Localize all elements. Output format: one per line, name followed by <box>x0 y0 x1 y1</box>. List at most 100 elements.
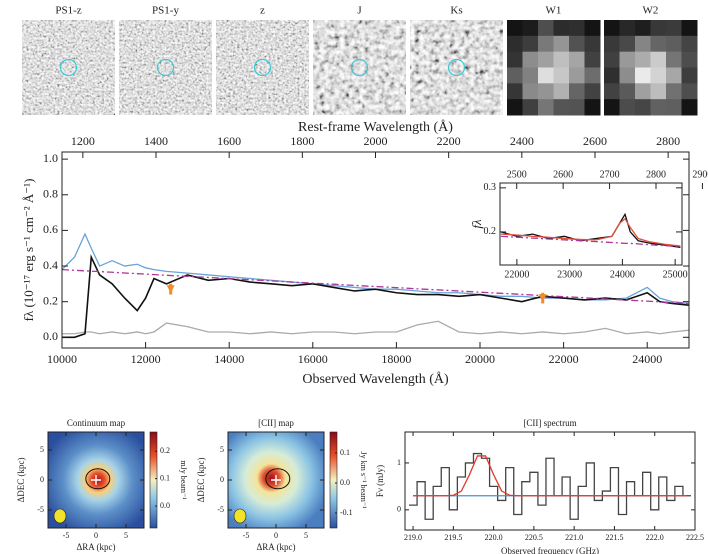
figure: PS1-zPS1-yzJKsW1W21000012000140001600018… <box>0 0 708 554</box>
cutout-pixel <box>620 83 636 99</box>
cutout-pixel <box>635 68 651 84</box>
cutout-pixel <box>507 68 523 84</box>
x-tick-label: 22000 <box>504 269 529 280</box>
x-axis-label: Observed Wavelength (Å) <box>302 371 449 387</box>
x2-tick-label: 2800 <box>646 169 666 180</box>
y-tick-label: -5 <box>37 505 44 514</box>
x-axis-label: ΔRA (kpc) <box>256 542 295 552</box>
colorbar-tick-label: 0.0 <box>160 501 170 510</box>
x-tick-label: 222.0 <box>646 533 664 542</box>
panel: -0.10.00.1Jy km s⁻¹ beam⁻¹-505-505ΔRA (k… <box>196 418 368 552</box>
x2-tick-label: 2600 <box>553 169 573 180</box>
cutout-pixel <box>651 83 667 99</box>
cutout-pixel <box>554 68 570 84</box>
y-tick-label: 0.8 <box>43 187 58 201</box>
cutout-label: PS1-z <box>55 5 81 17</box>
cutout-pixel <box>585 52 601 68</box>
y-axis-label: Fν (mJy) <box>375 465 385 497</box>
x-tick-label: 221.0 <box>565 533 583 542</box>
cutout-pixel <box>651 68 667 84</box>
y-axis-label: fλ <box>469 219 484 229</box>
x-tick-label: 219.5 <box>444 533 462 542</box>
cutout-pixel <box>604 83 620 99</box>
cutout-pixel <box>666 99 682 115</box>
x2-tick-label: 1800 <box>290 134 314 148</box>
beam <box>54 509 66 523</box>
y-tick-label: 0.4 <box>43 258 58 272</box>
x-tick-label: 12000 <box>131 352 161 366</box>
step-line <box>409 454 691 520</box>
cutout-image <box>216 20 309 115</box>
y-tick-label: 0.0 <box>43 329 58 343</box>
cutout-label: W2 <box>643 5 659 17</box>
y-tick-label: 0.2 <box>484 226 497 237</box>
y-tick-label: 0.6 <box>43 222 58 236</box>
colorbar-label: Jy km s⁻¹ beam⁻¹ <box>359 451 368 509</box>
x2-axis-label: Rest-frame Wavelength (Å) <box>298 119 453 135</box>
cutout-pixel <box>523 99 539 115</box>
cutout-pixel <box>554 20 570 36</box>
panel-title: [CII] map <box>258 418 294 428</box>
panel-title: Continuum map <box>67 418 126 428</box>
cutout-pixel <box>554 83 570 99</box>
cutout-pixel <box>620 36 636 52</box>
y-tick-label: 5 <box>220 445 224 454</box>
cutout-pixel <box>620 20 636 36</box>
x2-tick-label: 2800 <box>656 134 680 148</box>
cutout-pixel <box>538 68 554 84</box>
data-line <box>413 456 687 496</box>
cutout-image <box>313 20 406 115</box>
cutout-pixel <box>523 20 539 36</box>
x-tick-label: 222.5 <box>686 533 704 542</box>
colorbar-tick-label: 0.2 <box>160 446 170 455</box>
cutout-pixel <box>507 52 523 68</box>
x-tick-label: 0 <box>274 531 278 540</box>
colorbar-label: mJy beam⁻¹ <box>179 460 188 500</box>
y-tick-label: 0 <box>40 475 44 484</box>
cutout-pixel <box>682 68 698 84</box>
cutout-pixel <box>682 36 698 52</box>
x-axis-label: Observed frequency (GHz) <box>501 546 599 554</box>
cutout-pixel <box>585 68 601 84</box>
cutout-pixel <box>507 83 523 99</box>
x2-tick-label: 2700 <box>600 169 620 180</box>
x-axis-label: ΔRA (kpc) <box>76 542 115 552</box>
cutout-pixel <box>666 36 682 52</box>
cutout-pixel <box>620 99 636 115</box>
y-tick-label: 0 <box>397 505 401 514</box>
y-tick-label: 0.3 <box>484 182 497 193</box>
cutout-pixel <box>635 36 651 52</box>
x-tick-label: 24000 <box>610 269 635 280</box>
x-tick-label: 25000 <box>663 269 688 280</box>
y-tick-label: -5 <box>217 505 224 514</box>
colorbar-tick-label: 0.0 <box>340 478 350 487</box>
x-tick-label: 14000 <box>214 352 244 366</box>
photometry-point <box>167 285 175 293</box>
cutout-pixel <box>604 99 620 115</box>
cutout-pixel <box>635 99 651 115</box>
cutout-pixel <box>507 20 523 36</box>
cutout-image <box>119 20 212 115</box>
cutout-label: W1 <box>546 5 562 17</box>
x-tick-label: 18000 <box>381 352 411 366</box>
x-tick-label: 0 <box>94 531 98 540</box>
cutout-pixel <box>666 20 682 36</box>
cutout-pixel <box>538 20 554 36</box>
cutout-pixel <box>666 52 682 68</box>
colorbar <box>150 432 157 528</box>
x2-tick-label: 1400 <box>144 134 168 148</box>
x-tick-label: 221.5 <box>605 533 623 542</box>
cutout-pixel <box>682 99 698 115</box>
cutout-label: Ks <box>450 5 462 17</box>
cutout-pixel <box>538 83 554 99</box>
cutout-pixel <box>585 83 601 99</box>
x-tick-label: 10000 <box>47 352 77 366</box>
cutout-pixel <box>604 52 620 68</box>
inset-background <box>500 183 682 265</box>
cutout-pixel <box>585 36 601 52</box>
x2-tick-label: 2900 <box>692 169 708 180</box>
cutout-pixel <box>585 99 601 115</box>
x-tick-label: 220.0 <box>485 533 503 542</box>
cutout-pixel <box>651 20 667 36</box>
